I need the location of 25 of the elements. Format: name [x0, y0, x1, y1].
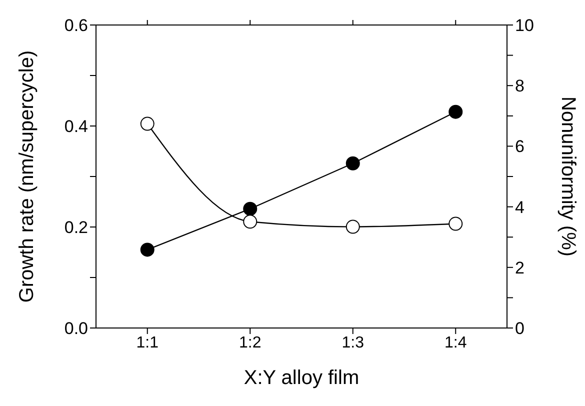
x-axis-title: X:Y alloy film [244, 367, 360, 389]
point [140, 116, 154, 131]
point [243, 202, 258, 216]
y2-tick-label: 8 [515, 76, 524, 96]
y-tick-label: 0.6 [64, 16, 88, 36]
point [448, 104, 463, 119]
y2-axis-title: Nonuniformity (%) [556, 96, 579, 257]
y2-tick-label: 4 [515, 198, 524, 217]
x-tick-label: 1:3 [342, 334, 364, 352]
point [346, 156, 360, 170]
y2-tick-label: 10 [515, 16, 534, 36]
x-tick-label: 1:2 [239, 334, 262, 352]
point [140, 242, 154, 257]
y-axis-title: Growth rate (nm/supercycle) [16, 50, 38, 303]
x-tick-label: 1:1 [136, 334, 159, 352]
x-tick-label: 1:4 [444, 334, 467, 352]
y2-tick-label: 2 [515, 258, 524, 278]
y2-tick-label: 6 [515, 137, 524, 156]
point [346, 220, 360, 234]
point [448, 216, 463, 231]
y2-tick-label: 0 [515, 319, 524, 338]
y-tick-label: 0.0 [64, 319, 88, 338]
point [243, 214, 258, 229]
y-tick-label: 0.2 [64, 218, 88, 238]
y-tick-label: 0.4 [64, 117, 88, 136]
